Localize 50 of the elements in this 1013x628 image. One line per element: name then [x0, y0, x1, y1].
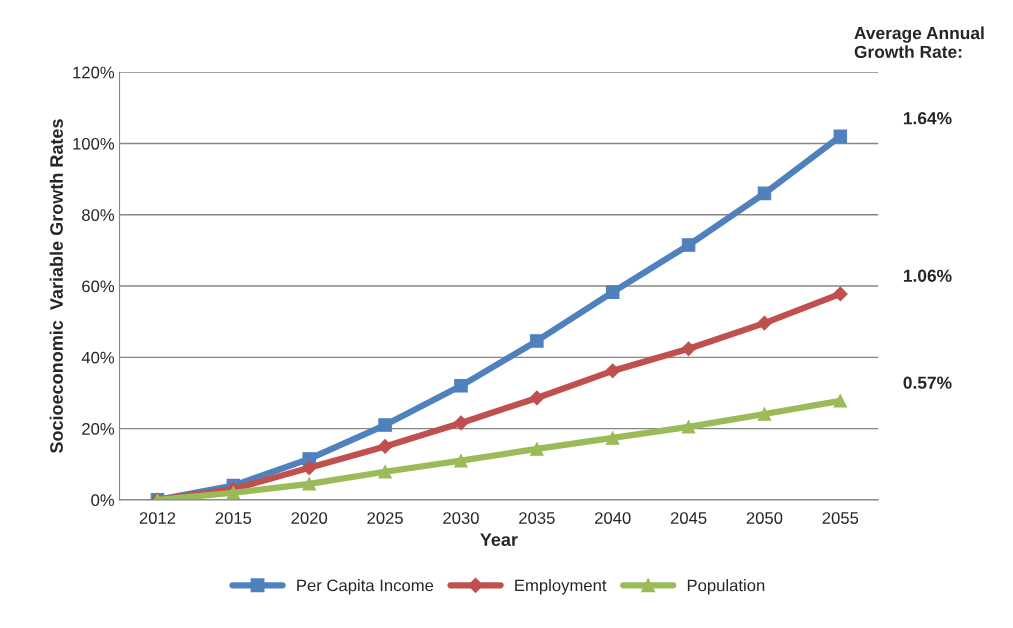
y-tick-label: 80%: [82, 209, 115, 221]
point: [530, 334, 544, 348]
point: [378, 418, 392, 432]
point: [681, 420, 696, 434]
x-tick-label: 2035: [519, 512, 555, 524]
text: 1.64%: [903, 112, 952, 125]
point: [378, 464, 392, 479]
y-tick-label: 0%: [91, 494, 115, 507]
point: [530, 442, 544, 456]
x-tick-label: 2012: [139, 512, 176, 524]
point: [832, 286, 848, 302]
point: [301, 460, 317, 476]
x-tick-label: 2025: [367, 512, 403, 524]
x-tick-label: 2015: [215, 512, 252, 524]
x-tick-label: 2050: [746, 512, 783, 524]
y-tick-label: 20%: [82, 423, 115, 435]
x-tick-label: 2055: [822, 512, 859, 524]
y-tick-label: 100%: [73, 137, 115, 150]
point: [833, 394, 848, 408]
y-tick-label: 40%: [81, 351, 115, 364]
y-axis-title: Socioeconomic Variable Growth Rates: [49, 119, 63, 454]
point: [377, 439, 393, 454]
point: [757, 186, 772, 201]
point: [681, 341, 696, 357]
point: [605, 363, 621, 379]
point: [605, 431, 620, 445]
point: [453, 415, 469, 431]
x-tick-label: 2040: [595, 512, 631, 524]
x-axis-title: Year: [480, 533, 518, 547]
x-tick-label: 2030: [443, 512, 479, 524]
y-tick-label: 120%: [73, 66, 115, 79]
text: 1.06%: [903, 269, 952, 282]
point: [529, 390, 545, 406]
legend-label: Employment: [515, 579, 607, 595]
point: [833, 129, 848, 144]
point: [757, 407, 772, 421]
x-tick-label: 2045: [670, 512, 707, 524]
text: 0.57%: [903, 376, 952, 389]
point: [302, 477, 316, 491]
legend-label: Population: [687, 579, 765, 595]
x-tick-label: 2020: [291, 512, 328, 524]
point: [757, 315, 772, 331]
point: [226, 485, 241, 500]
legend-label: Per Capita Income: [297, 579, 434, 595]
point: [605, 285, 620, 299]
text: Average Annual Growth Rate:: [854, 26, 984, 59]
point: [454, 379, 468, 393]
y-tick-label: 60%: [82, 280, 115, 293]
point: [454, 453, 468, 468]
point: [681, 238, 696, 252]
